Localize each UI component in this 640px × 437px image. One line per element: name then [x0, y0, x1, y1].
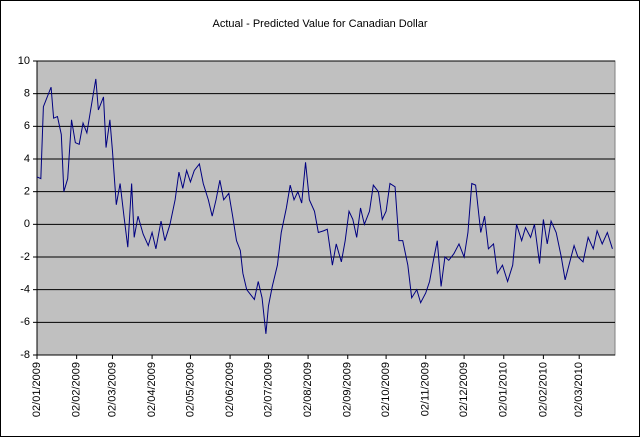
y-tick-label: 10: [18, 55, 30, 67]
y-tick-label: -4: [20, 284, 30, 296]
x-tick-label: 02/05/2009: [184, 362, 196, 417]
x-tick-label: 02/03/2010: [573, 362, 585, 417]
y-tick-label: 4: [24, 153, 30, 165]
x-tick-label: 02/12/2009: [458, 362, 470, 417]
x-tick-label: 02/02/2010: [537, 362, 549, 417]
y-tick-label: -6: [20, 316, 30, 328]
data-line: [36, 78, 613, 334]
x-tick-label: 02/07/2009: [262, 362, 274, 417]
x-tick-label: 02/04/2009: [146, 362, 158, 417]
x-tick-label: 02/11/2009: [420, 362, 432, 416]
x-tick-label: 02/01/2010: [498, 362, 510, 417]
y-tick-label: -2: [20, 251, 30, 263]
y-tick-label: 6: [24, 120, 30, 132]
y-tick-label: -8: [20, 349, 30, 361]
x-tick-label: 02/01/2009: [31, 362, 43, 417]
y-tick-label: 0: [24, 218, 30, 230]
y-tick-label: 2: [24, 186, 30, 198]
chart-title: Actual - Predicted Value for Canadian Do…: [212, 18, 427, 30]
plot-area: [36, 60, 616, 356]
x-tick-label: 02/06/2009: [224, 362, 236, 417]
x-tick-label: 02/03/2009: [106, 362, 118, 417]
y-tick-label: 8: [24, 88, 30, 100]
x-tick-label: 02/10/2009: [380, 362, 392, 417]
x-tick-label: 02/02/2009: [71, 362, 83, 417]
x-tick-label: 02/09/2009: [342, 362, 354, 417]
x-tick-label: 02/08/2009: [302, 362, 314, 417]
